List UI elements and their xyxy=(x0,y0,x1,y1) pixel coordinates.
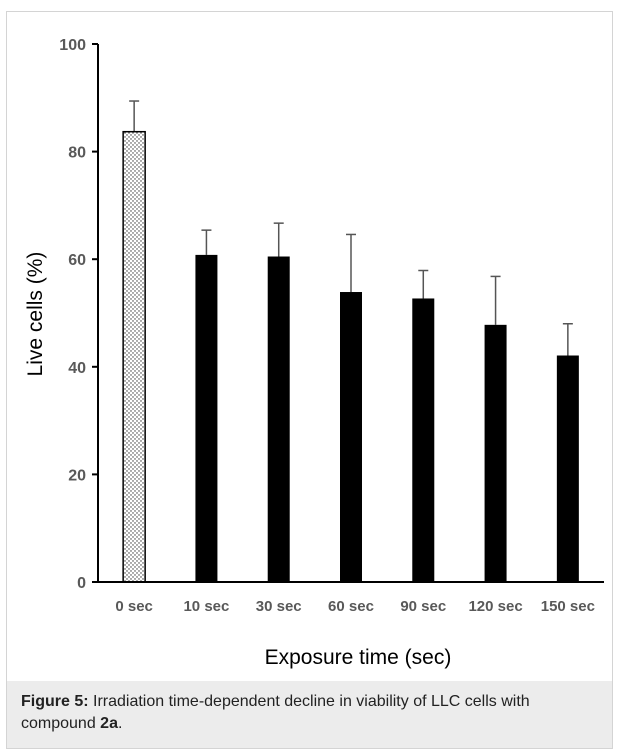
y-ticks: 0 20 40 60 80 100 xyxy=(59,37,98,592)
x-tick-label: 30 sec xyxy=(256,598,302,615)
bar-0-sec xyxy=(122,130,146,583)
x-tick-label: 150 sec xyxy=(541,598,595,615)
x-tick-label: 10 sec xyxy=(183,598,229,615)
bar-30-sec xyxy=(267,256,290,582)
bar-60-sec xyxy=(340,292,362,582)
caption-text: Irradiation time-dependent decline in vi… xyxy=(21,693,530,732)
figure-caption: Figure 5: Irradiation time-dependent dec… xyxy=(7,681,612,748)
bar-150-sec xyxy=(556,355,579,582)
bar-10-sec xyxy=(195,254,218,582)
caption-end: . xyxy=(117,715,123,732)
bar-chart: 0 20 40 60 80 100 0 sec 10 sec 30 sec 60 sec 90 s… xyxy=(24,37,604,669)
caption-compound: 2a xyxy=(100,715,118,732)
caption-label: Figure 5: xyxy=(21,693,89,710)
x-tick-labels: 0 sec 10 sec 30 sec 60 sec 90 sec 120 sec 150 … xyxy=(115,598,595,615)
y-tick-label: 40 xyxy=(68,360,86,377)
bars xyxy=(122,130,579,583)
x-tick-label: 0 sec xyxy=(115,598,153,615)
y-axis-label: Live cells (%) xyxy=(24,252,47,377)
y-tick-label: 80 xyxy=(68,145,86,162)
x-tick-label: 90 sec xyxy=(400,598,446,615)
y-tick-label: 100 xyxy=(59,37,86,54)
y-tick-label: 60 xyxy=(68,252,86,269)
bar-90-sec xyxy=(412,298,435,582)
x-tick-label: 60 sec xyxy=(328,598,374,615)
y-tick-label: 0 xyxy=(77,575,86,592)
x-tick-label: 120 sec xyxy=(468,598,522,615)
bar-120-sec xyxy=(484,324,507,582)
x-axis-label: Exposure time (sec) xyxy=(265,646,452,669)
figure-frame xyxy=(6,11,613,749)
axes xyxy=(97,44,604,583)
y-tick-label: 20 xyxy=(68,467,86,484)
error-bars xyxy=(129,100,573,356)
